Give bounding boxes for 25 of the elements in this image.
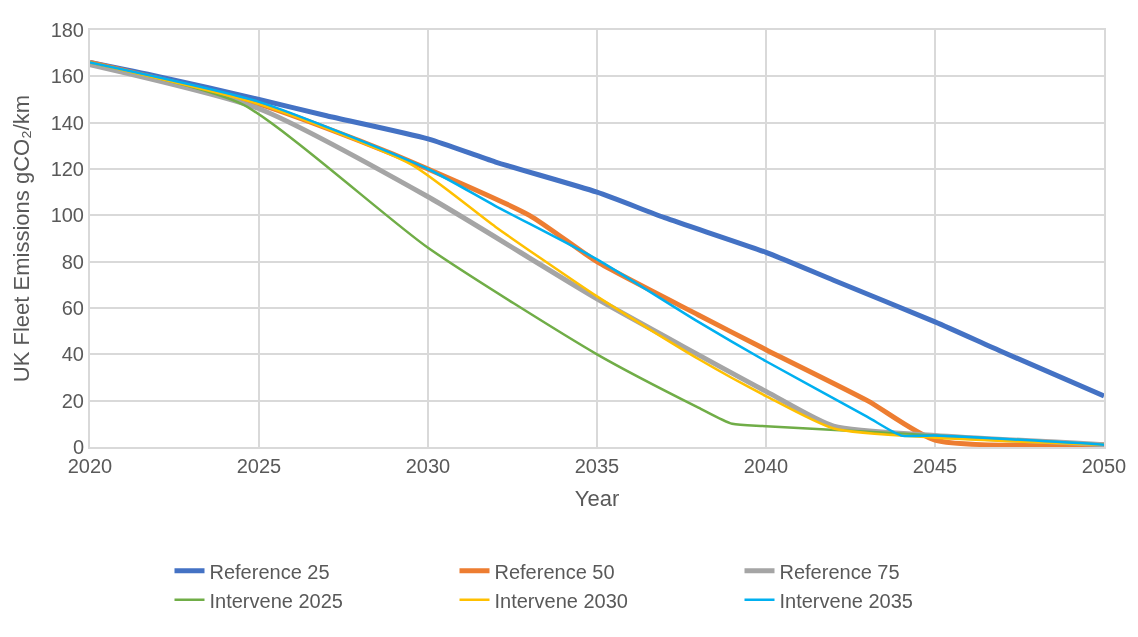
- y-tick-label: 100: [50, 204, 84, 227]
- x-tick-label: 2035: [574, 455, 620, 477]
- legend-label: Intervene 2030: [494, 589, 628, 612]
- y-tick-label: 20: [61, 389, 84, 412]
- x-tick-label: 2050: [1081, 455, 1127, 477]
- x-axis-title: Year: [574, 486, 620, 512]
- x-tick-label: 2030: [405, 455, 451, 477]
- y-tick-label: 140: [50, 111, 84, 134]
- legend-label: Reference 25: [209, 560, 330, 583]
- x-tick-label: 2040: [743, 455, 789, 477]
- y-tick-label: 60: [61, 297, 84, 319]
- y-tick-label: 160: [50, 65, 84, 88]
- x-tick-label: 2025: [236, 455, 282, 477]
- y-tick-label: 80: [61, 250, 84, 273]
- y-tick-label: 0: [72, 436, 84, 458]
- legend-label: Intervene 2035: [779, 589, 913, 612]
- x-tick-label: 2045: [912, 455, 958, 477]
- y-tick-label: 120: [50, 158, 84, 180]
- legend-label: Reference 50: [494, 560, 615, 583]
- y-tick-label: 180: [50, 19, 84, 41]
- legend-label: Intervene 2025: [209, 589, 343, 612]
- x-tick-label: 2020: [67, 455, 113, 477]
- y-tick-label: 40: [61, 343, 84, 366]
- y-axis-title: UK Fleet Emissions gCO₂/km: [8, 94, 34, 383]
- legend-label: Reference 75: [779, 560, 900, 583]
